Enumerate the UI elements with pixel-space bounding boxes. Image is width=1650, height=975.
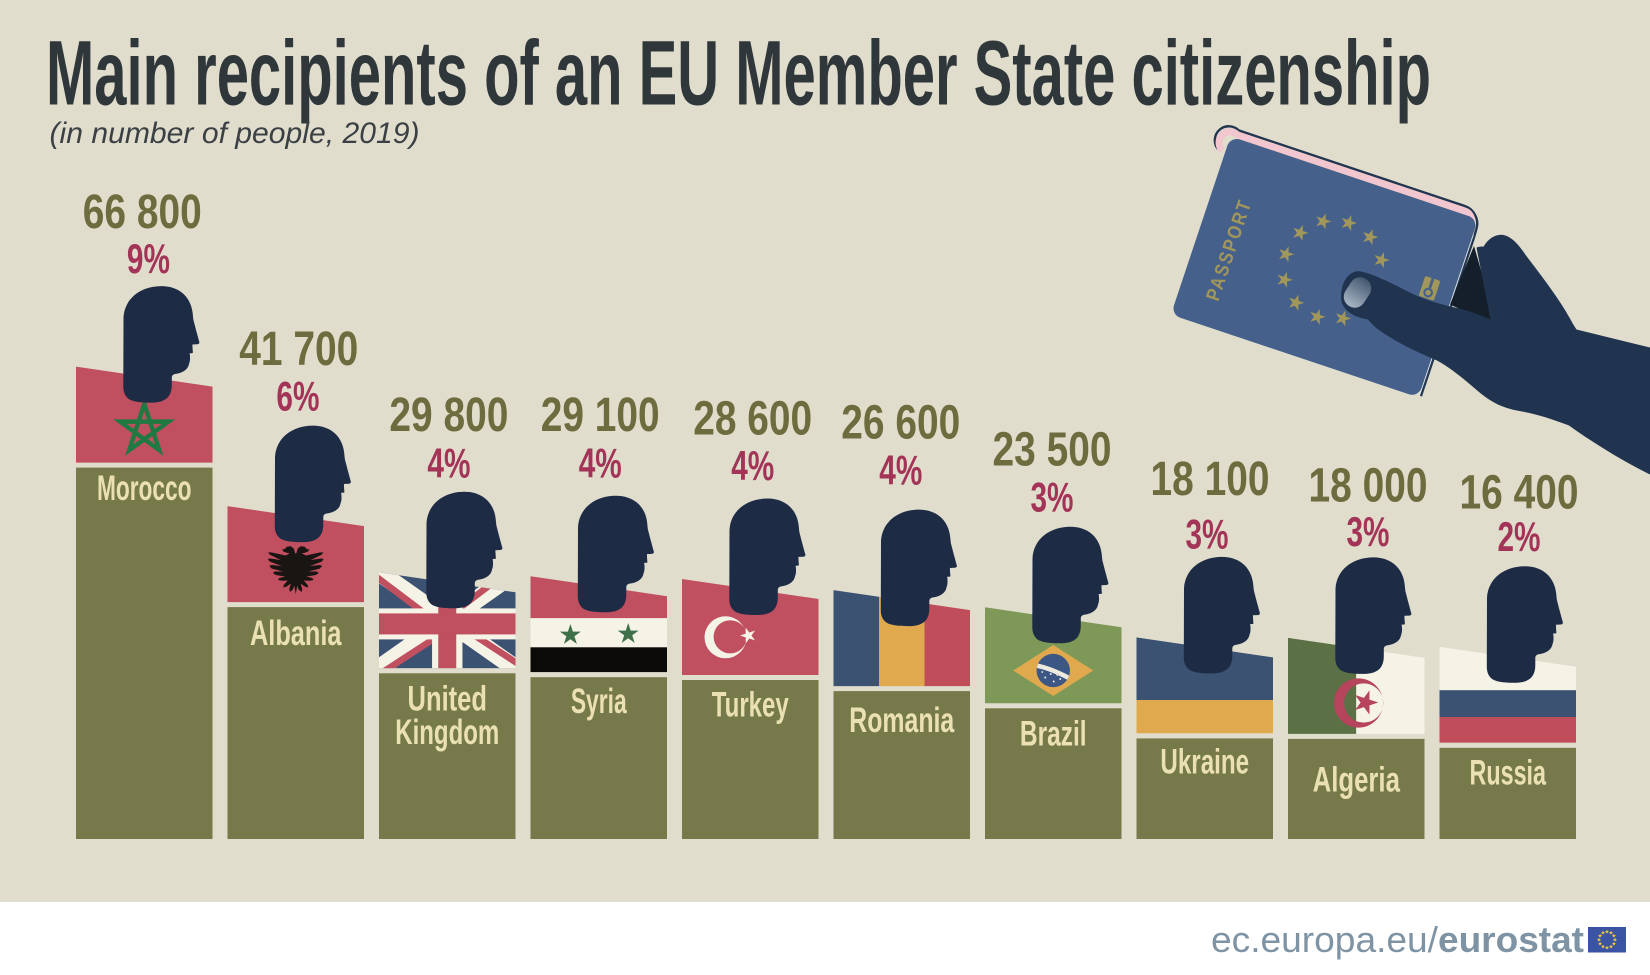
svg-text:29 100: 29 100	[541, 389, 660, 442]
svg-text:United: United	[408, 679, 487, 719]
svg-text:4%: 4%	[879, 447, 922, 494]
svg-text:6%: 6%	[276, 372, 319, 419]
svg-text:16 400: 16 400	[1460, 467, 1579, 520]
svg-text:3%: 3%	[1347, 508, 1390, 555]
svg-text:4%: 4%	[579, 440, 622, 487]
svg-text:Main recipients of an EU Membe: Main recipients of an EU Member State ci…	[46, 23, 1431, 125]
svg-text:4%: 4%	[427, 440, 470, 487]
svg-text:4%: 4%	[731, 442, 774, 489]
svg-text:Morocco: Morocco	[97, 468, 192, 508]
svg-text:41 700: 41 700	[239, 323, 358, 376]
svg-text:29 800: 29 800	[389, 389, 508, 442]
svg-text:Russia: Russia	[1470, 753, 1547, 793]
svg-text:(in number of people, 2019): (in number of people, 2019)	[50, 117, 420, 150]
svg-text:26 600: 26 600	[841, 397, 960, 450]
svg-text:18 000: 18 000	[1309, 460, 1428, 513]
svg-text:3%: 3%	[1031, 474, 1074, 521]
svg-text:Algeria: Algeria	[1313, 760, 1400, 800]
svg-text:Kingdom: Kingdom	[395, 712, 499, 752]
svg-text:Syria: Syria	[571, 681, 627, 721]
svg-text:2%: 2%	[1498, 513, 1541, 560]
svg-text:3%: 3%	[1186, 511, 1229, 558]
svg-text:9%: 9%	[127, 235, 170, 282]
svg-text:23 500: 23 500	[993, 424, 1112, 477]
svg-text:Albania: Albania	[250, 613, 342, 653]
svg-text:66 800: 66 800	[83, 186, 202, 239]
svg-text:Brazil: Brazil	[1020, 714, 1087, 754]
svg-text:18 100: 18 100	[1151, 453, 1270, 506]
svg-text:Turkey: Turkey	[712, 685, 789, 725]
svg-text:28 600: 28 600	[693, 393, 812, 446]
svg-text:Ukraine: Ukraine	[1160, 742, 1249, 782]
svg-text:eurostat: eurostat	[1438, 919, 1584, 960]
svg-text:Romania: Romania	[849, 700, 954, 740]
svg-text:ec.europa.eu/: ec.europa.eu/	[1211, 919, 1438, 960]
